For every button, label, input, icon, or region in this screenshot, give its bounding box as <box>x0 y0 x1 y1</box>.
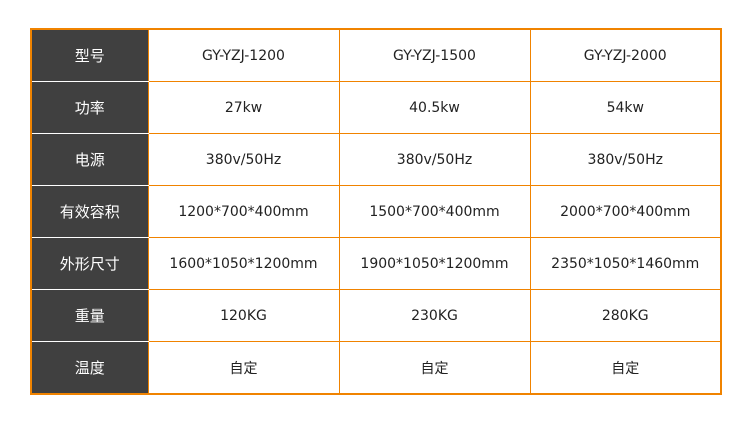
table-cell: 230KG <box>338 289 531 342</box>
table-row: 有效容积 1200*700*400mm 1500*700*400mm 2000*700… <box>31 185 722 238</box>
row-header: 温度 <box>31 341 149 394</box>
table-cell: 自定 <box>147 341 340 395</box>
table-cell: 380v/50Hz <box>529 133 722 186</box>
table-cell: GY-YZJ-2000 <box>529 28 722 82</box>
table-row: 温度 自定 自定 自定 <box>31 341 722 395</box>
table-cell: 1500*700*400mm <box>338 185 531 238</box>
table-cell: 280KG <box>529 289 722 342</box>
spec-table: 型号 GY-YZJ-1200 GY-YZJ-1500 GY-YZJ-2000 功率 27k… <box>30 28 722 395</box>
table-cell: 1200*700*400mm <box>147 185 340 238</box>
row-header: 型号 <box>31 29 149 82</box>
table-cell: 自定 <box>338 341 531 395</box>
table-cell: 自定 <box>529 341 722 395</box>
row-header: 电源 <box>31 133 149 186</box>
table-cell: 1600*1050*1200mm <box>147 237 340 290</box>
table-row: 功率 27kw 40.5kw 54kw <box>31 81 722 134</box>
table-row: 外形尺寸 1600*1050*1200mm 1900*1050*1200mm 2350… <box>31 237 722 290</box>
table-cell: 2350*1050*1460mm <box>529 237 722 290</box>
table-cell: 120KG <box>147 289 340 342</box>
table-cell: GY-YZJ-1500 <box>338 28 531 82</box>
table-cell: 380v/50Hz <box>338 133 531 186</box>
row-header: 有效容积 <box>31 185 149 238</box>
table-cell: 380v/50Hz <box>147 133 340 186</box>
row-header: 外形尺寸 <box>31 237 149 290</box>
table-row: 重量 120KG 230KG 280KG <box>31 289 722 342</box>
table-cell: GY-YZJ-1200 <box>147 28 340 82</box>
table-cell: 27kw <box>147 81 340 134</box>
row-header: 功率 <box>31 81 149 134</box>
table-cell: 40.5kw <box>338 81 531 134</box>
row-header: 重量 <box>31 289 149 342</box>
table-row: 型号 GY-YZJ-1200 GY-YZJ-1500 GY-YZJ-2000 <box>31 28 722 82</box>
table-cell: 1900*1050*1200mm <box>338 237 531 290</box>
table-row: 电源 380v/50Hz 380v/50Hz 380v/50Hz <box>31 133 722 186</box>
table-cell: 2000*700*400mm <box>529 185 722 238</box>
table-cell: 54kw <box>529 81 722 134</box>
